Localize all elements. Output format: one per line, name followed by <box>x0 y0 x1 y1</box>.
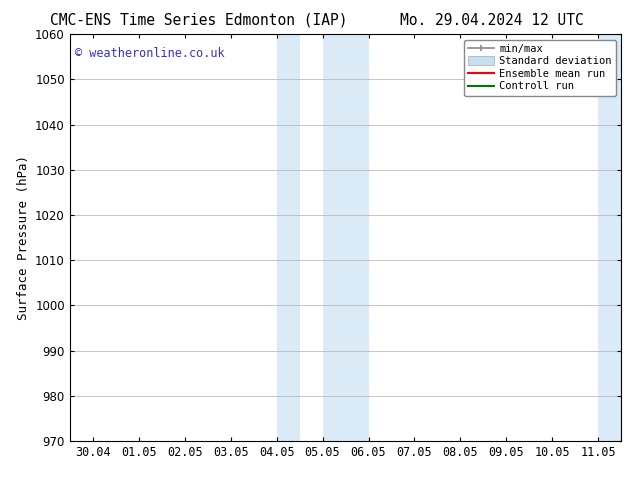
Bar <box>621 34 634 441</box>
Legend: min/max, Standard deviation, Ensemble mean run, Controll run: min/max, Standard deviation, Ensemble me… <box>464 40 616 96</box>
Bar <box>276 34 299 441</box>
Y-axis label: Surface Pressure (hPa): Surface Pressure (hPa) <box>16 155 30 320</box>
Title: CMC-ENS Time Series Edmonton (IAP)      Mo. 29.04.2024 12 UTC: CMC-ENS Time Series Edmonton (IAP) Mo. 2… <box>0 489 1 490</box>
Text: CMC-ENS Time Series Edmonton (IAP)      Mo. 29.04.2024 12 UTC: CMC-ENS Time Series Edmonton (IAP) Mo. 2… <box>50 12 584 27</box>
Bar <box>323 34 368 441</box>
Text: © weatheronline.co.uk: © weatheronline.co.uk <box>75 47 225 59</box>
Bar <box>598 34 621 441</box>
